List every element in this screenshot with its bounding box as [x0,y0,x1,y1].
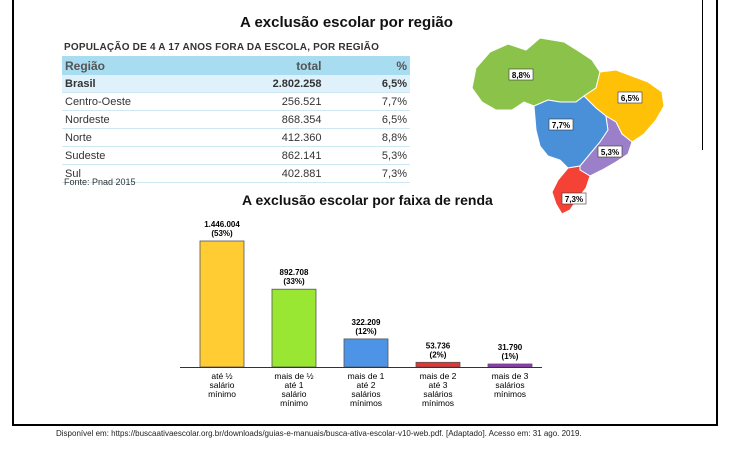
bar-2 [343,338,389,368]
category-label: salário [281,389,306,399]
frame-right-border [716,0,718,426]
category-label: mínimos [494,389,526,399]
cell-pct: 5,3% [351,146,410,165]
income-bar-chart: 1.446.004(53%)até ½saláriomínimo892.708(… [180,220,542,408]
category-label: mínimos [350,398,382,408]
col-header-region: Região [62,56,198,75]
table-source: Fonte: Pnad 2015 [64,177,136,187]
col-header-pct: % [351,56,410,75]
category-label: mais de ½ [274,371,313,381]
region-title: A exclusão escolar por região [240,14,453,31]
category-label: mais de 2 [420,371,457,381]
cell-region: Sudeste [62,146,198,165]
cell-region: Norte [62,128,198,147]
table-row: Brasil 2.802.258 6,5% [62,75,410,93]
cell-pct: 6,5% [351,75,410,93]
cell-region: Sul [62,164,198,183]
table-heading: POPULAÇÃO DE 4 A 17 ANOS FORA DA ESCOLA,… [64,42,380,53]
bar-pct-label: (33%) [283,277,305,286]
bar-3 [415,361,461,368]
cell-pct: 7,3% [351,164,410,183]
cell-total: 868.354 [197,110,352,129]
table-row: Sul 402.881 7,3% [62,164,410,183]
chart-labels: 1.446.004(53%)até ½saláriomínimo892.708(… [204,220,528,408]
map-label-sul: 7,3% [565,195,583,204]
table-row: Nordeste 868.354 6,5% [62,110,410,129]
frame-left-border [12,0,14,426]
cell-pct: 6,5% [351,110,410,129]
category-label: salário [209,380,234,390]
bar-pct-label: (1%) [502,352,519,361]
cell-region: Centro-Oeste [62,92,198,111]
bar-value-label: 892.708 [280,268,309,277]
map-label-centro-oeste: 7,7% [552,121,570,130]
bar-value-label: 1.446.004 [204,220,240,229]
category-label: mínimo [208,389,236,399]
bar-value-label: 322.209 [352,318,381,327]
bar-pct-label: (12%) [355,327,377,336]
category-label: até 2 [357,380,376,390]
cell-total: 402.881 [197,164,352,183]
map-label-sudeste: 5,3% [601,148,619,157]
table-row: Sudeste 862.141 5,3% [62,146,410,165]
category-label: salários [423,389,452,399]
category-label: mínimos [422,398,454,408]
table-row: Norte 412.360 8,8% [62,128,410,147]
cell-total: 412.360 [197,128,352,147]
chart-bars [199,240,533,368]
bar-value-label: 53.736 [426,341,451,350]
map-label-norte: 8,8% [512,71,530,80]
cell-total: 256.521 [197,92,352,111]
region-table: Região total % Brasil 2.802.258 6,5% Cen… [62,56,410,183]
cell-pct: 7,7% [351,92,410,111]
table-row: Centro-Oeste 256.521 7,7% [62,92,410,111]
category-label: mais de 1 [348,371,385,381]
category-label: mínimo [280,398,308,408]
category-label: salários [495,380,524,390]
bar-1 [271,288,317,368]
source-credit: Disponível em: https://buscaativaescolar… [56,429,582,438]
frame-inner-border [702,0,703,150]
category-label: até 3 [429,380,448,390]
bar-value-label: 31.790 [498,343,523,352]
brazil-region-map: 8,8% 6,5% 7,7% 5,3% 7,3% [471,37,665,215]
map-labels: 8,8% 6,5% 7,7% 5,3% 7,3% [508,68,643,205]
bar-0 [199,240,245,368]
col-header-total: total [197,56,352,75]
bar-pct-label: (53%) [211,229,233,238]
map-label-nordeste: 6,5% [621,94,639,103]
category-label: mais de 3 [492,371,529,381]
cell-total: 2.802.258 [197,75,352,93]
frame-bottom-border [12,424,718,426]
bar-4 [487,363,533,368]
cell-region: Nordeste [62,110,198,129]
income-title: A exclusão escolar por faixa de renda [242,192,493,208]
map-region-sul [551,165,591,215]
cell-region: Brasil [62,75,198,93]
category-label: salários [351,389,380,399]
cell-pct: 8,8% [351,128,410,147]
cell-total: 862.141 [197,146,352,165]
bar-pct-label: (2%) [430,350,447,359]
category-label: até ½ [211,371,232,381]
category-label: até 1 [285,380,304,390]
